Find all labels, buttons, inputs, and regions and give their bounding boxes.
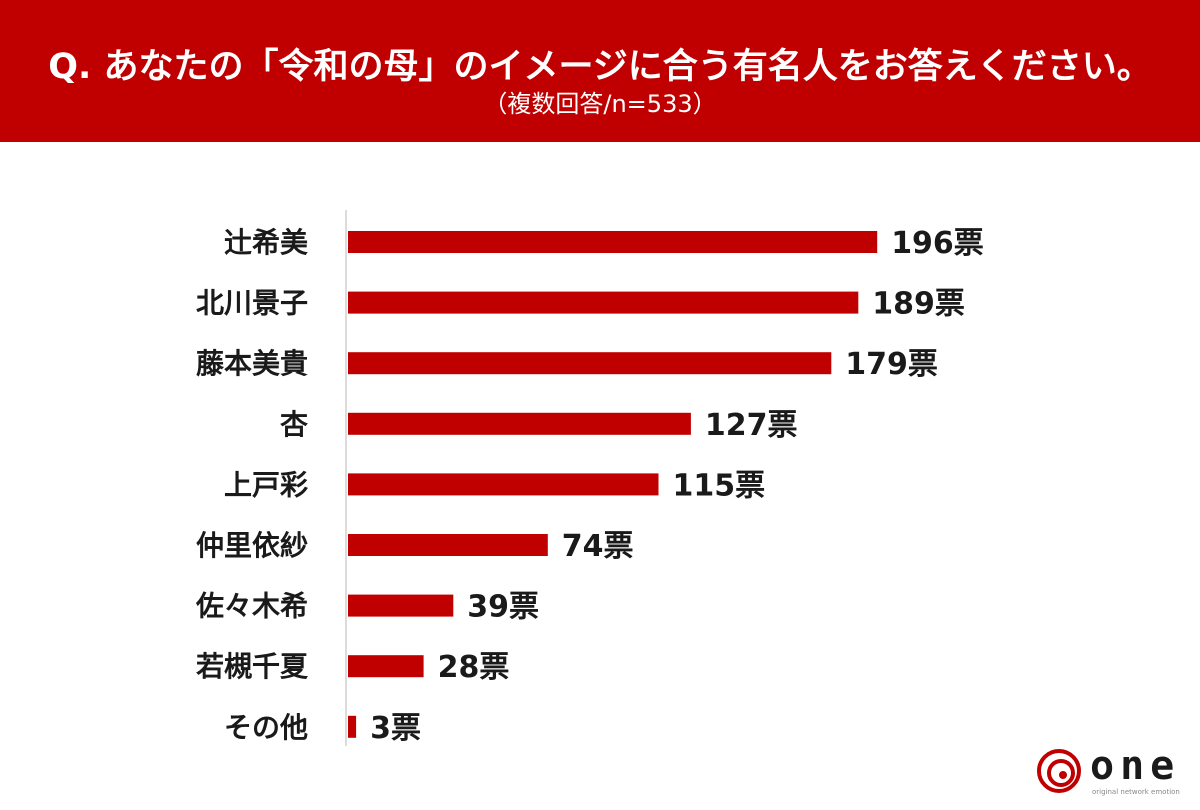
category-label: 藤本美貴: [196, 347, 308, 380]
data-label: 74票: [562, 529, 634, 564]
bar: [348, 412, 691, 435]
brand-logo: one original network emotion: [1036, 744, 1186, 802]
chart-header: Q. あなたの「令和の母」のイメージに合う有名人をお答えください。 （複数回答/…: [0, 0, 1200, 142]
chart-subtitle: （複数回答/n=533）: [483, 90, 717, 118]
bar: [348, 473, 659, 496]
bar: [348, 594, 454, 617]
category-label: 杏: [280, 408, 308, 441]
bar-row: 辻希美 196票: [224, 226, 984, 261]
data-label: 28票: [438, 650, 510, 685]
bar-row: その他 3票: [224, 711, 421, 746]
bar: [348, 655, 424, 678]
data-label: 115票: [673, 468, 766, 503]
bar-row: 杏 127票: [280, 408, 798, 443]
bar: [348, 291, 859, 314]
data-label: 127票: [705, 408, 798, 443]
chart-title: Q. あなたの「令和の母」のイメージに合う有名人をお答えください。: [48, 47, 1152, 87]
data-label: 39票: [467, 590, 539, 625]
data-label: 179票: [845, 347, 938, 382]
category-label: 仲里依紗: [196, 529, 308, 562]
logo-tagline: original network emotion: [1092, 788, 1180, 796]
bar-row: 仲里依紗 74票: [196, 529, 634, 564]
bar: [348, 534, 548, 556]
category-label: 上戸彩: [224, 468, 308, 501]
bar-row: 北川景子 189票: [196, 287, 965, 322]
data-label: 196票: [891, 226, 984, 261]
bar-row: 若槻千夏 28票: [196, 650, 509, 685]
category-label: 北川景子: [196, 287, 308, 320]
category-label: 辻希美: [224, 226, 308, 259]
logo-wordmark: one: [1090, 743, 1181, 789]
bar-row: 藤本美貴 179票: [196, 347, 938, 382]
bar-row: 佐々木希 39票: [195, 590, 539, 625]
category-label: 若槻千夏: [196, 650, 309, 683]
data-label: 189票: [872, 287, 965, 322]
category-label: その他: [224, 711, 308, 744]
data-label: 3票: [370, 711, 421, 746]
bar-row: 上戸彩 115票: [224, 468, 765, 503]
bar: [348, 352, 832, 375]
bar: [348, 715, 357, 738]
bar: [348, 231, 878, 253]
logo-mark-icon: [1037, 749, 1081, 793]
category-label: 佐々木希: [195, 590, 308, 623]
